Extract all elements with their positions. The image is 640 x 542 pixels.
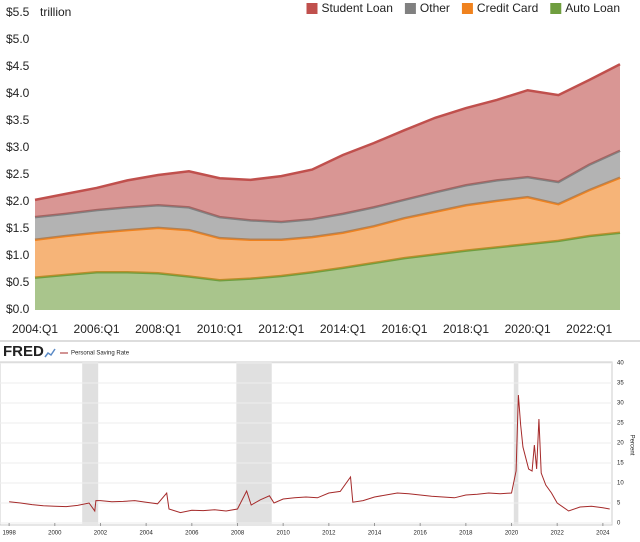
legend-label: Credit Card	[477, 1, 538, 15]
y-tick-label: 10	[617, 481, 624, 487]
x-tick-label: 2008:Q1	[135, 322, 181, 336]
legend-swatch	[306, 3, 318, 14]
area-edge	[34, 63, 621, 202]
x-tick-label: 2018	[459, 531, 473, 537]
y-tick-label: $0.5	[6, 275, 30, 289]
x-tick-label: 1998	[2, 531, 16, 537]
y-tick-label: 20	[617, 441, 624, 447]
y-axis-label: Percent	[628, 435, 634, 456]
x-tick-label: 2016	[413, 531, 427, 537]
legend-label: Auto Loan	[565, 1, 620, 15]
y-tick-label: $2.5	[6, 167, 30, 181]
x-tick-label: 2004	[139, 531, 153, 537]
x-tick-label: 2020	[505, 531, 519, 537]
x-tick-label: 2014:Q1	[320, 322, 366, 336]
y-unit: trillion	[40, 5, 71, 19]
y-tick-label: $2.0	[6, 194, 30, 208]
y-tick-label: 15	[617, 461, 624, 467]
y-tick-label: $4.5	[6, 59, 30, 73]
x-tick-label: 2024	[596, 531, 610, 537]
y-tick-label: 40	[617, 361, 624, 367]
area	[35, 177, 620, 281]
y-tick-label: $4.0	[6, 86, 30, 100]
x-tick-label: 2016:Q1	[381, 322, 427, 336]
x-tick-label: 2004:Q1	[12, 322, 58, 336]
x-tick-label: 2022	[551, 531, 565, 537]
y-tick-label: $1.5	[6, 221, 30, 235]
area	[35, 232, 620, 310]
brand-icon	[44, 348, 56, 358]
x-tick-label: 2010	[276, 531, 290, 537]
y-tick-label: 35	[617, 381, 624, 387]
y-tick-label: $3.0	[6, 140, 30, 154]
x-tick-label: 2010:Q1	[197, 322, 243, 336]
y-tick-label: $3.5	[6, 113, 30, 127]
legend-label: Other	[420, 1, 450, 15]
y-tick-label: 0	[617, 521, 621, 527]
brand: FRED	[3, 343, 44, 360]
y-tick-label: $0.0	[6, 302, 30, 316]
legend-swatch	[404, 3, 416, 14]
y-tick-label: 30	[617, 401, 624, 407]
legend-label: Personal Saving Rate	[71, 351, 130, 357]
x-tick-label: 2006:Q1	[74, 322, 120, 336]
legend-label: Student Loan	[322, 1, 393, 15]
legend-swatch	[550, 3, 562, 14]
area	[35, 64, 620, 222]
y-tick-label: 25	[617, 421, 624, 427]
x-tick-label: 2002	[94, 531, 108, 537]
legend-swatch	[461, 3, 473, 14]
x-tick-label: 2000	[48, 531, 62, 537]
y-tick-label: 5	[617, 501, 621, 507]
x-tick-label: 2006	[185, 531, 199, 537]
x-tick-label: 2018:Q1	[443, 322, 489, 336]
x-tick-label: 2022:Q1	[566, 322, 612, 336]
y-tick-label: $5.5	[6, 5, 30, 19]
x-tick-label: 2020:Q1	[505, 322, 551, 336]
y-tick-label: $5.0	[6, 32, 30, 46]
y-tick-label: $1.0	[6, 248, 30, 262]
x-tick-label: 2012	[322, 531, 336, 537]
x-tick-label: 2008	[231, 531, 245, 537]
x-tick-label: 2014	[368, 531, 382, 537]
area	[35, 150, 620, 240]
x-tick-label: 2012:Q1	[258, 322, 304, 336]
line	[9, 394, 610, 514]
